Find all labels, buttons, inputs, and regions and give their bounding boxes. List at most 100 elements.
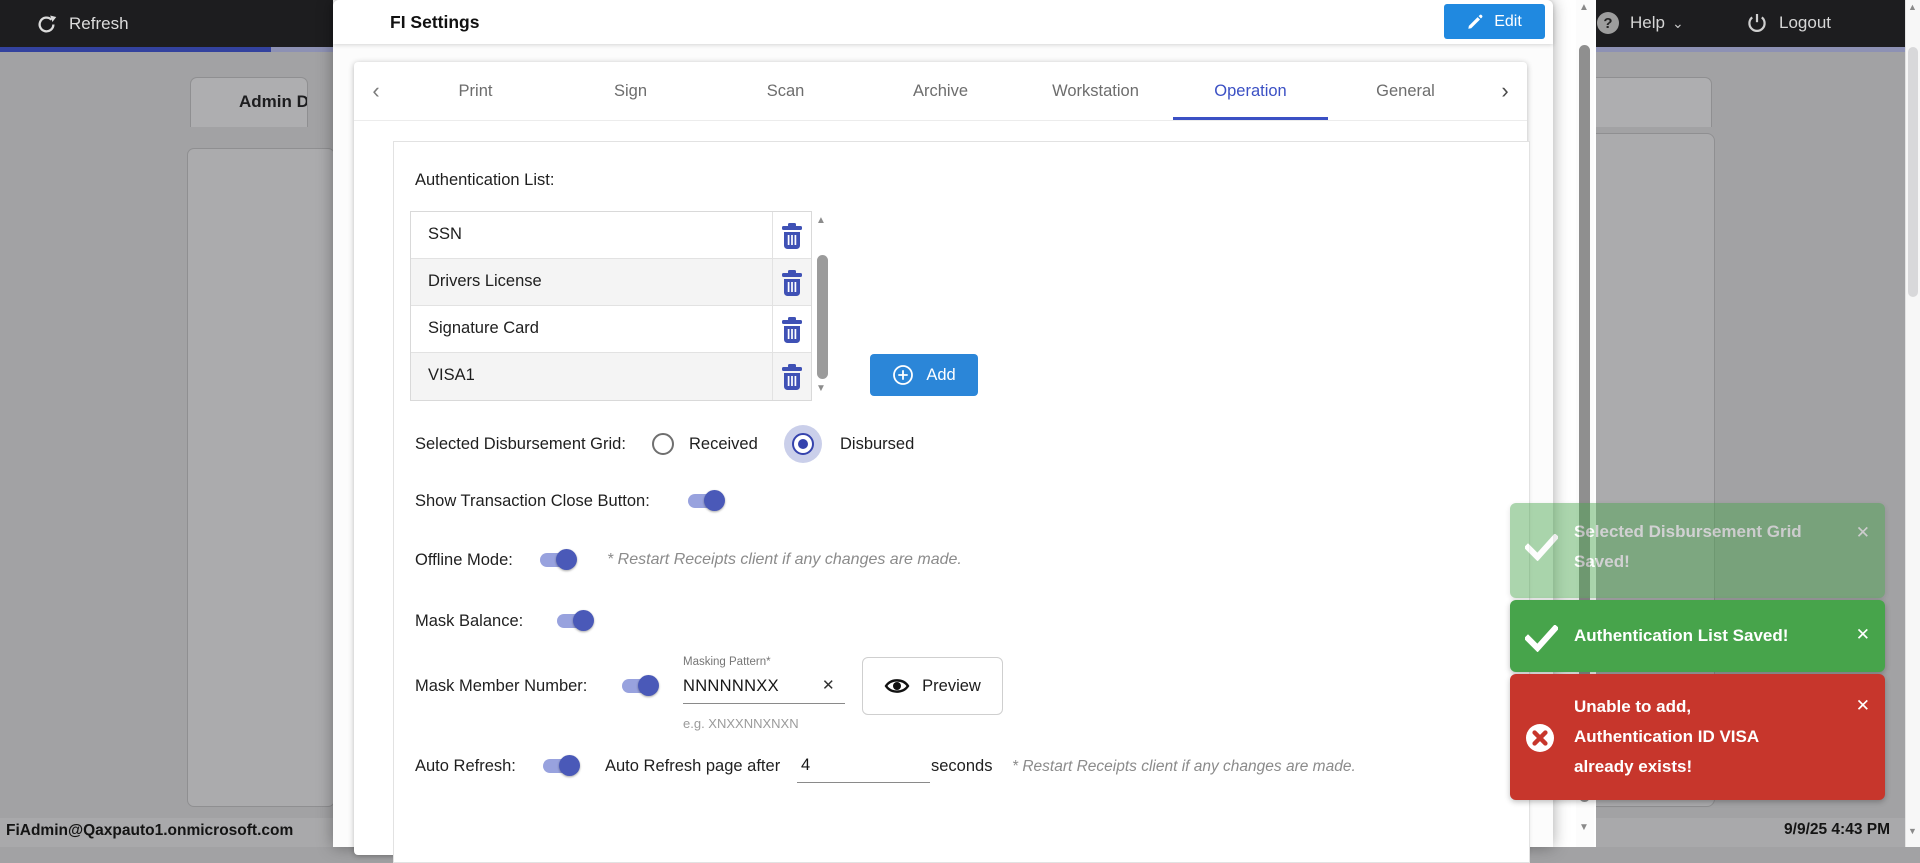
- tab-scan[interactable]: Scan: [766, 81, 805, 100]
- mask-member-toggle[interactable]: [622, 675, 662, 697]
- background-panel-left: [187, 148, 335, 807]
- masking-pattern-hint: e.g. XNXXNNXNXN: [683, 716, 799, 731]
- toast-unable-to-add[interactable]: Unable to add, Authentication ID VISA al…: [1510, 674, 1885, 800]
- scroll-down-icon[interactable]: ▼: [816, 383, 826, 394]
- status-datetime: 9/9/25 4:43 PM: [1784, 821, 1890, 838]
- mask-balance-toggle[interactable]: [557, 610, 597, 632]
- check-icon: [1525, 625, 1558, 652]
- auto-refresh-toggle[interactable]: [543, 755, 583, 777]
- settings-card: ‹ Print Sign Scan Archive Workstation Op…: [354, 62, 1530, 863]
- list-item: VISA1: [411, 353, 811, 400]
- add-label: Add: [926, 365, 956, 384]
- scroll-up-icon[interactable]: ▲: [816, 215, 826, 226]
- error-icon: [1525, 723, 1555, 753]
- scrollbar-thumb[interactable]: [817, 255, 828, 379]
- toast-message: Authentication List Saved!: [1574, 626, 1789, 645]
- auth-item-label: Signature Card: [428, 319, 539, 337]
- tab-sign[interactable]: Sign: [613, 81, 648, 100]
- list-item: Signature Card: [411, 306, 811, 353]
- scroll-up-icon[interactable]: ▲: [1579, 2, 1589, 13]
- active-tab-indicator: [1173, 117, 1328, 120]
- list-item: SSN: [411, 212, 811, 259]
- delete-icon[interactable]: [780, 364, 804, 390]
- toast-auth-list-saved[interactable]: Authentication List Saved! ✕: [1510, 600, 1885, 672]
- auto-refresh-text-after: seconds: [931, 757, 993, 775]
- logout-button[interactable]: Logout: [1746, 8, 1831, 38]
- scroll-down-icon[interactable]: ▼: [1579, 822, 1589, 833]
- edit-button[interactable]: Edit: [1444, 4, 1545, 39]
- masking-pattern-underline: [683, 703, 845, 704]
- show-close-toggle[interactable]: [688, 490, 728, 512]
- window-scrollbar[interactable]: ▲ ▼: [1905, 0, 1920, 847]
- nav-active-underline: [0, 47, 271, 52]
- toast-disbursement-saved[interactable]: Selected Disbursement Grid Saved! ✕: [1510, 503, 1885, 598]
- masking-pattern-input[interactable]: NNNNNNXX: [683, 677, 779, 695]
- operation-settings-panel: Authentication List: SSN Drivers License: [393, 141, 1530, 863]
- refresh-label: Refresh: [69, 14, 129, 33]
- auto-refresh-text-before: Auto Refresh page after: [605, 757, 781, 775]
- plus-circle-icon: [892, 364, 914, 386]
- auto-refresh-restart-note: * Restart Receipts client if any changes…: [1012, 758, 1356, 775]
- auth-item-label: Drivers License: [428, 272, 542, 290]
- offline-mode-label: Offline Mode:: [415, 551, 513, 569]
- refresh-icon: [36, 14, 57, 35]
- pencil-icon: [1467, 14, 1483, 30]
- background-tab-admin-dashboard: Admin D: [190, 77, 308, 127]
- chevron-down-icon: ⌄: [1671, 14, 1684, 31]
- tab-archive[interactable]: Archive: [912, 81, 969, 100]
- auto-refresh-underline: [797, 782, 930, 783]
- list-scrollbar[interactable]: ▲ ▼: [814, 211, 831, 401]
- tab-bar: ‹ Print Sign Scan Archive Workstation Op…: [354, 62, 1527, 121]
- auth-item-label: SSN: [428, 225, 462, 243]
- close-icon[interactable]: ✕: [1855, 696, 1870, 715]
- radio-received-label[interactable]: Received: [689, 435, 758, 453]
- dialog-title: FI Settings: [390, 12, 480, 32]
- add-button[interactable]: Add: [870, 354, 978, 396]
- auto-refresh-seconds-input[interactable]: 4: [801, 756, 811, 774]
- offline-restart-note: * Restart Receipts client if any changes…: [607, 551, 962, 568]
- power-icon: [1746, 12, 1768, 34]
- help-menu[interactable]: ? Help ⌄: [1597, 8, 1684, 38]
- toast-message: Unable to add, Authentication ID VISA al…: [1574, 697, 1760, 776]
- fi-settings-dialog: FI Settings Edit ‹ Print Sign Scan Archi…: [333, 0, 1553, 863]
- eye-icon: [884, 677, 910, 695]
- radio-disbursed[interactable]: [792, 433, 814, 455]
- toast-stack: Selected Disbursement Grid Saved! ✕ Auth…: [1510, 503, 1885, 800]
- close-icon[interactable]: ✕: [1855, 523, 1870, 542]
- preview-button[interactable]: Preview: [862, 657, 1003, 715]
- logout-label: Logout: [1779, 13, 1831, 32]
- tab-print[interactable]: Print: [458, 81, 493, 100]
- tabs-scroll-left-icon[interactable]: ‹: [372, 78, 380, 103]
- refresh-button[interactable]: Refresh: [36, 8, 129, 40]
- edit-label: Edit: [1494, 12, 1522, 30]
- preview-label: Preview: [922, 676, 981, 695]
- show-close-label: Show Transaction Close Button:: [415, 492, 650, 510]
- radio-disbursed-label[interactable]: Disbursed: [840, 435, 915, 453]
- mask-balance-label: Mask Balance:: [415, 612, 524, 630]
- scrollbar-thumb[interactable]: [1908, 47, 1918, 297]
- help-icon: ?: [1597, 12, 1619, 34]
- scroll-up-icon[interactable]: ▲: [1908, 2, 1917, 12]
- help-label: Help: [1630, 13, 1665, 32]
- tab-operation[interactable]: Operation: [1214, 81, 1287, 100]
- clear-icon[interactable]: ✕: [822, 677, 835, 694]
- mask-member-label: Mask Member Number:: [415, 677, 588, 695]
- check-icon: [1525, 534, 1558, 561]
- tab-general[interactable]: General: [1376, 81, 1435, 100]
- auth-item-label: VISA1: [428, 366, 475, 384]
- disbursement-label: Selected Disbursement Grid:: [415, 435, 626, 453]
- delete-icon[interactable]: [780, 317, 804, 343]
- offline-mode-toggle[interactable]: [540, 549, 580, 571]
- delete-icon[interactable]: [780, 223, 804, 249]
- delete-icon[interactable]: [780, 270, 804, 296]
- scrollbar-thumb[interactable]: [1579, 45, 1590, 802]
- radio-received[interactable]: [652, 433, 674, 455]
- dialog-titlebar: FI Settings Edit: [333, 0, 1553, 44]
- logged-in-user: FiAdmin@Qaxpauto1.onmicrosoft.com: [6, 822, 294, 839]
- auto-refresh-label: Auto Refresh:: [415, 757, 516, 775]
- tab-workstation[interactable]: Workstation: [1052, 81, 1139, 100]
- close-icon[interactable]: ✕: [1855, 625, 1870, 644]
- tabs-scroll-right-icon[interactable]: ›: [1501, 78, 1509, 103]
- masking-pattern-label: Masking Pattern*: [683, 656, 771, 668]
- scroll-down-icon[interactable]: ▼: [1908, 826, 1917, 836]
